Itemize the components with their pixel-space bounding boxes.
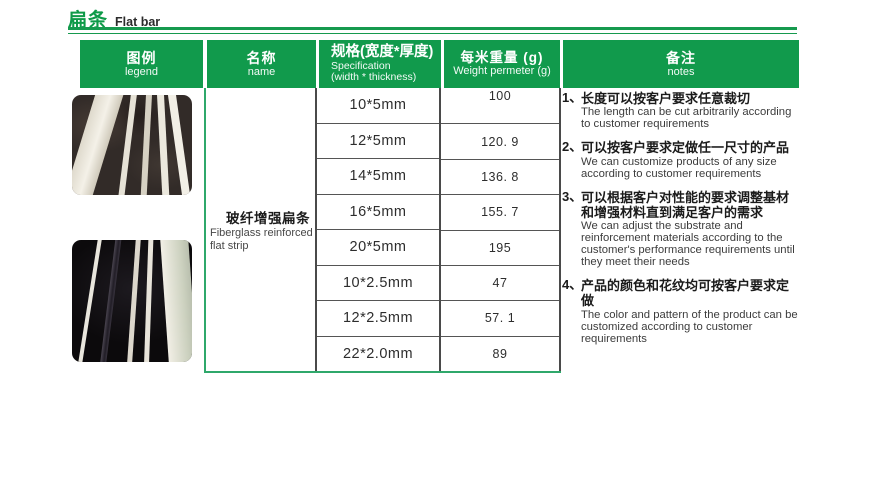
- header-weight: 每米重量 (g) Weight permeter (g): [444, 40, 560, 88]
- flat-strip: [72, 95, 125, 195]
- header-notes-en: notes: [667, 65, 695, 78]
- flat-strip: [74, 240, 104, 362]
- note-text-zh: 可以按客户要求定做任一尺寸的产品: [581, 140, 790, 156]
- note-text-zh: 长度可以按客户要求任意裁切: [581, 91, 751, 106]
- weight-cell: 89: [492, 346, 508, 361]
- product-photo-flat-strips-2: [72, 240, 192, 362]
- header-notes: 备注 notes: [563, 40, 799, 88]
- spec-cell: 14*5mm: [317, 159, 439, 195]
- note-item: 4、 产品的颜色和花纹均可按客户要求定做 The color and patte…: [562, 277, 800, 346]
- flat-strip: [156, 95, 171, 195]
- note-number: 4、: [562, 277, 583, 293]
- title-rule-thin: [68, 33, 797, 34]
- header-spec: 规格(宽度*厚度) Specification (width * thickne…: [319, 40, 441, 88]
- weight-cell: 155. 7: [441, 195, 559, 231]
- spec-cell: 16*5mm: [317, 195, 439, 230]
- weight-cell: 47: [441, 266, 559, 302]
- flat-strip: [166, 95, 192, 195]
- product-name-zh: 玻纤增强扁条: [226, 210, 310, 226]
- note-text-en: The color and pattern of the product can…: [581, 308, 798, 345]
- header-legend-zh: 图例: [126, 49, 157, 66]
- product-name-cell: 玻纤增强扁条 Fiberglass reinforced flat strip: [204, 88, 317, 371]
- flat-strip: [115, 95, 139, 195]
- note-item: 2、 可以按客户要求定做任一尺寸的产品 We can customize pro…: [562, 139, 800, 180]
- title-rule-thick: [68, 27, 797, 30]
- page-title: 扁条 Flat bar: [68, 5, 160, 32]
- flat-strip: [97, 240, 123, 362]
- spec-cell: 12*2.5mm: [317, 301, 439, 337]
- page-title-zh: 扁条: [68, 10, 109, 31]
- flat-strip: [143, 240, 154, 362]
- note-number: 2、: [562, 139, 583, 155]
- product-name-en: Fiberglass reinforced flat strip: [210, 226, 313, 252]
- note-item: 3、 可以根据客户对性能的要求调整基材和增强材料直到满足客户的需求 We can…: [562, 188, 800, 270]
- page-title-en: Flat bar: [115, 15, 161, 29]
- spec-cell: 10*2.5mm: [317, 266, 439, 301]
- header-legend-en: legend: [124, 65, 159, 78]
- notes-column: 1、 长度可以按客户要求任意裁切 The length can be cut a…: [562, 88, 800, 373]
- header-name-en: name: [247, 65, 276, 78]
- weight-cell: 57. 1: [441, 301, 559, 337]
- flat-strip: [125, 240, 142, 362]
- weight-column: 100 120. 9 136. 8 155. 7 195 47 57. 1 89: [441, 88, 561, 371]
- product-photo-flat-strips-1: [72, 95, 192, 195]
- header-weight-en: Weight permeter (g): [453, 65, 551, 78]
- table-bottom-border: [204, 371, 561, 373]
- weight-cell: 120. 9: [441, 124, 559, 160]
- flat-strip: [159, 240, 192, 362]
- note-text-zh: 产品的颜色和花纹均可按客户要求定做: [581, 278, 790, 309]
- flat-strip: [139, 95, 153, 195]
- note-number: 3、: [562, 188, 583, 204]
- note-text-en: The length can be cut arbitrarily accord…: [581, 106, 792, 131]
- header-notes-zh: 备注: [666, 49, 696, 66]
- header-legend: 图例 legend: [80, 40, 203, 88]
- header-name-zh: 名称: [246, 49, 277, 66]
- header-name: 名称 name: [207, 40, 316, 88]
- note-text-zh: 可以根据客户对性能的要求调整基材和增强材料直到满足客户的需求: [581, 189, 790, 220]
- header-weight-zh: 每米重量 (g): [460, 49, 544, 65]
- note-number: 1、: [562, 90, 583, 105]
- note-text-en: We can adjust the substrate and reinforc…: [581, 220, 795, 269]
- spec-cell: 12*5mm: [317, 124, 439, 159]
- header-spec-zh: 规格(宽度*厚度): [331, 44, 434, 61]
- header-spec-en1: Specification: [331, 59, 391, 72]
- weight-cell: 136. 8: [441, 160, 559, 196]
- weight-cell: 195: [441, 231, 559, 266]
- spec-cell: 10*5mm: [317, 88, 439, 124]
- spec-cell: 20*5mm: [317, 230, 439, 266]
- spec-column: 10*5mm 12*5mm 14*5mm 16*5mm 20*5mm 10*2.…: [317, 88, 441, 371]
- note-item: 1、 长度可以按客户要求任意裁切 The length can be cut a…: [562, 90, 800, 131]
- note-text-en: We can customize products of any size ac…: [581, 155, 777, 180]
- header-spec-en2: (width * thickness): [331, 71, 417, 84]
- spec-cell: 22*2.0mm: [342, 345, 414, 362]
- weight-cell: 100: [441, 88, 559, 125]
